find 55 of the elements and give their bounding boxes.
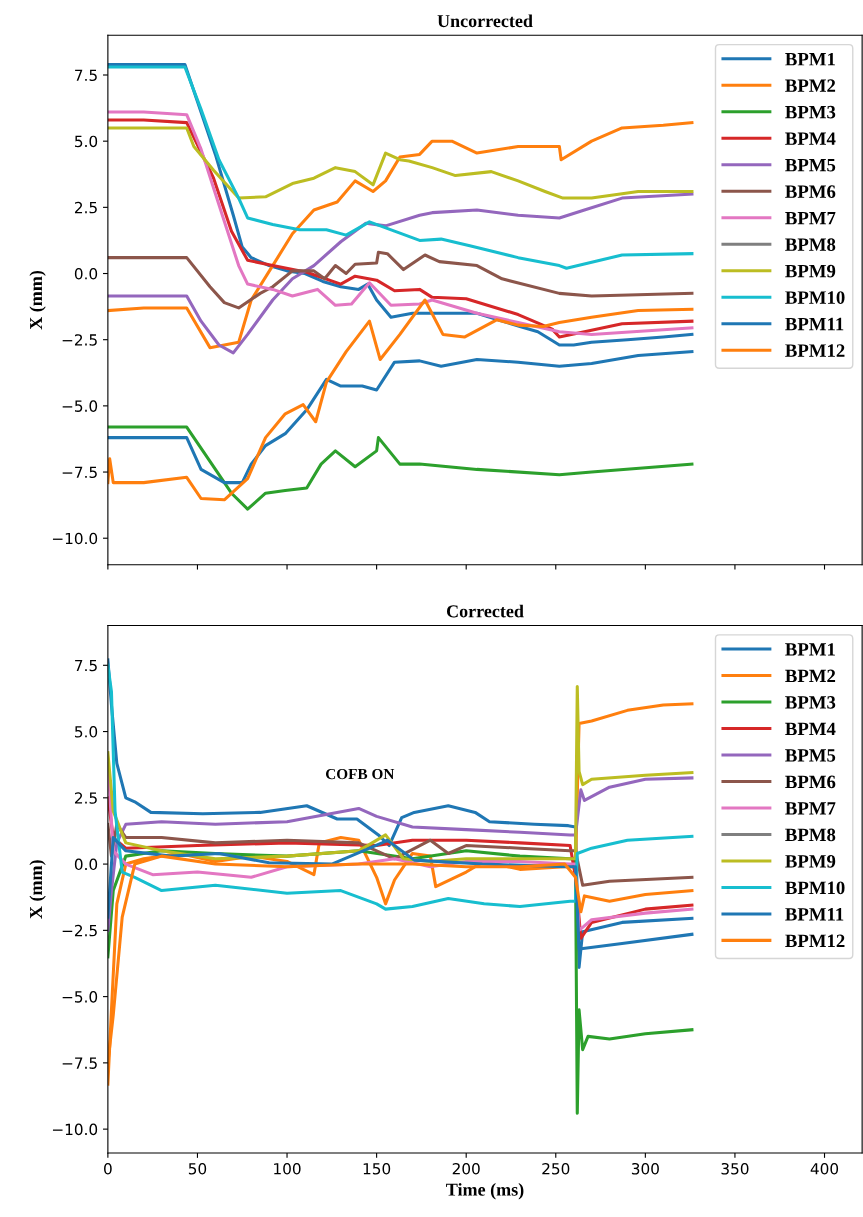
y-tick-label: 5.0 <box>75 726 98 738</box>
legend-label: BPM8 <box>785 238 836 251</box>
legend-label: BPM6 <box>785 775 836 789</box>
y-axis-title: X (mm) <box>29 860 46 919</box>
y-tick-label: 7.5 <box>75 659 97 672</box>
y-tick-label: 0.0 <box>74 267 98 280</box>
legend-label: BPM5 <box>785 749 836 762</box>
legend-label: BPM7 <box>785 802 836 815</box>
legend-label: BPM11 <box>785 908 844 921</box>
y-tick-label: −10.0 <box>52 532 98 545</box>
y-tick-label: −5.0 <box>62 400 98 412</box>
x-tick-label: 0 <box>104 1162 112 1175</box>
x-tick-label: 350 <box>721 1162 749 1175</box>
legend-label: BPM4 <box>785 132 836 145</box>
y-tick-label: −2.5 <box>62 924 97 937</box>
legend-label: BPM3 <box>785 696 836 709</box>
x-tick-label: 300 <box>631 1162 659 1175</box>
x-tick-label: 150 <box>363 1162 391 1175</box>
x-tick-label: 200 <box>452 1162 480 1175</box>
legend-label: BPM12 <box>785 344 845 357</box>
y-tick-label: 0.0 <box>74 858 98 871</box>
legend-label: BPM6 <box>785 185 836 198</box>
x-tick-label: 100 <box>274 1162 301 1175</box>
y-tick-label: −7.5 <box>62 1057 97 1069</box>
legend-label: BPM12 <box>785 934 845 948</box>
legend-label: BPM9 <box>785 264 836 278</box>
legend-label: BPM10 <box>785 881 845 895</box>
y-axis-title: X (mm) <box>29 270 46 330</box>
x-tick-label: 50 <box>188 1162 207 1175</box>
y-tick-label: 7.5 <box>75 69 97 82</box>
legend-label: BPM9 <box>785 855 836 868</box>
y-tick-label: 2.5 <box>74 792 97 804</box>
chart-title: Corrected <box>446 604 524 618</box>
legend-label: BPM7 <box>785 211 836 225</box>
legend-label: BPM2 <box>785 79 836 92</box>
y-tick-label: 5.0 <box>75 135 98 148</box>
x-tick-label: 400 <box>810 1162 839 1175</box>
legend-label: BPM2 <box>785 669 836 683</box>
x-axis-title: Time (ms) <box>446 1183 524 1200</box>
legend-label: BPM11 <box>785 317 844 331</box>
y-tick-label: 2.5 <box>74 201 97 214</box>
y-tick-label: −7.5 <box>62 466 97 479</box>
y-tick-label: −5.0 <box>62 991 98 1003</box>
y-tick-label: −2.5 <box>62 334 97 346</box>
legend-label: BPM4 <box>785 722 836 736</box>
legend-label: BPM3 <box>785 105 836 119</box>
legend-label: BPM8 <box>785 828 836 842</box>
legend-label: BPM1 <box>785 52 835 66</box>
legend-label: BPM10 <box>785 291 845 304</box>
annotation: COFB ON <box>325 768 395 780</box>
chart-title: Uncorrected <box>437 14 533 28</box>
legend-label: BPM1 <box>785 643 835 656</box>
x-tick-label: 250 <box>542 1162 570 1175</box>
y-tick-label: −10.0 <box>52 1123 98 1136</box>
legend-label: BPM5 <box>785 158 836 172</box>
